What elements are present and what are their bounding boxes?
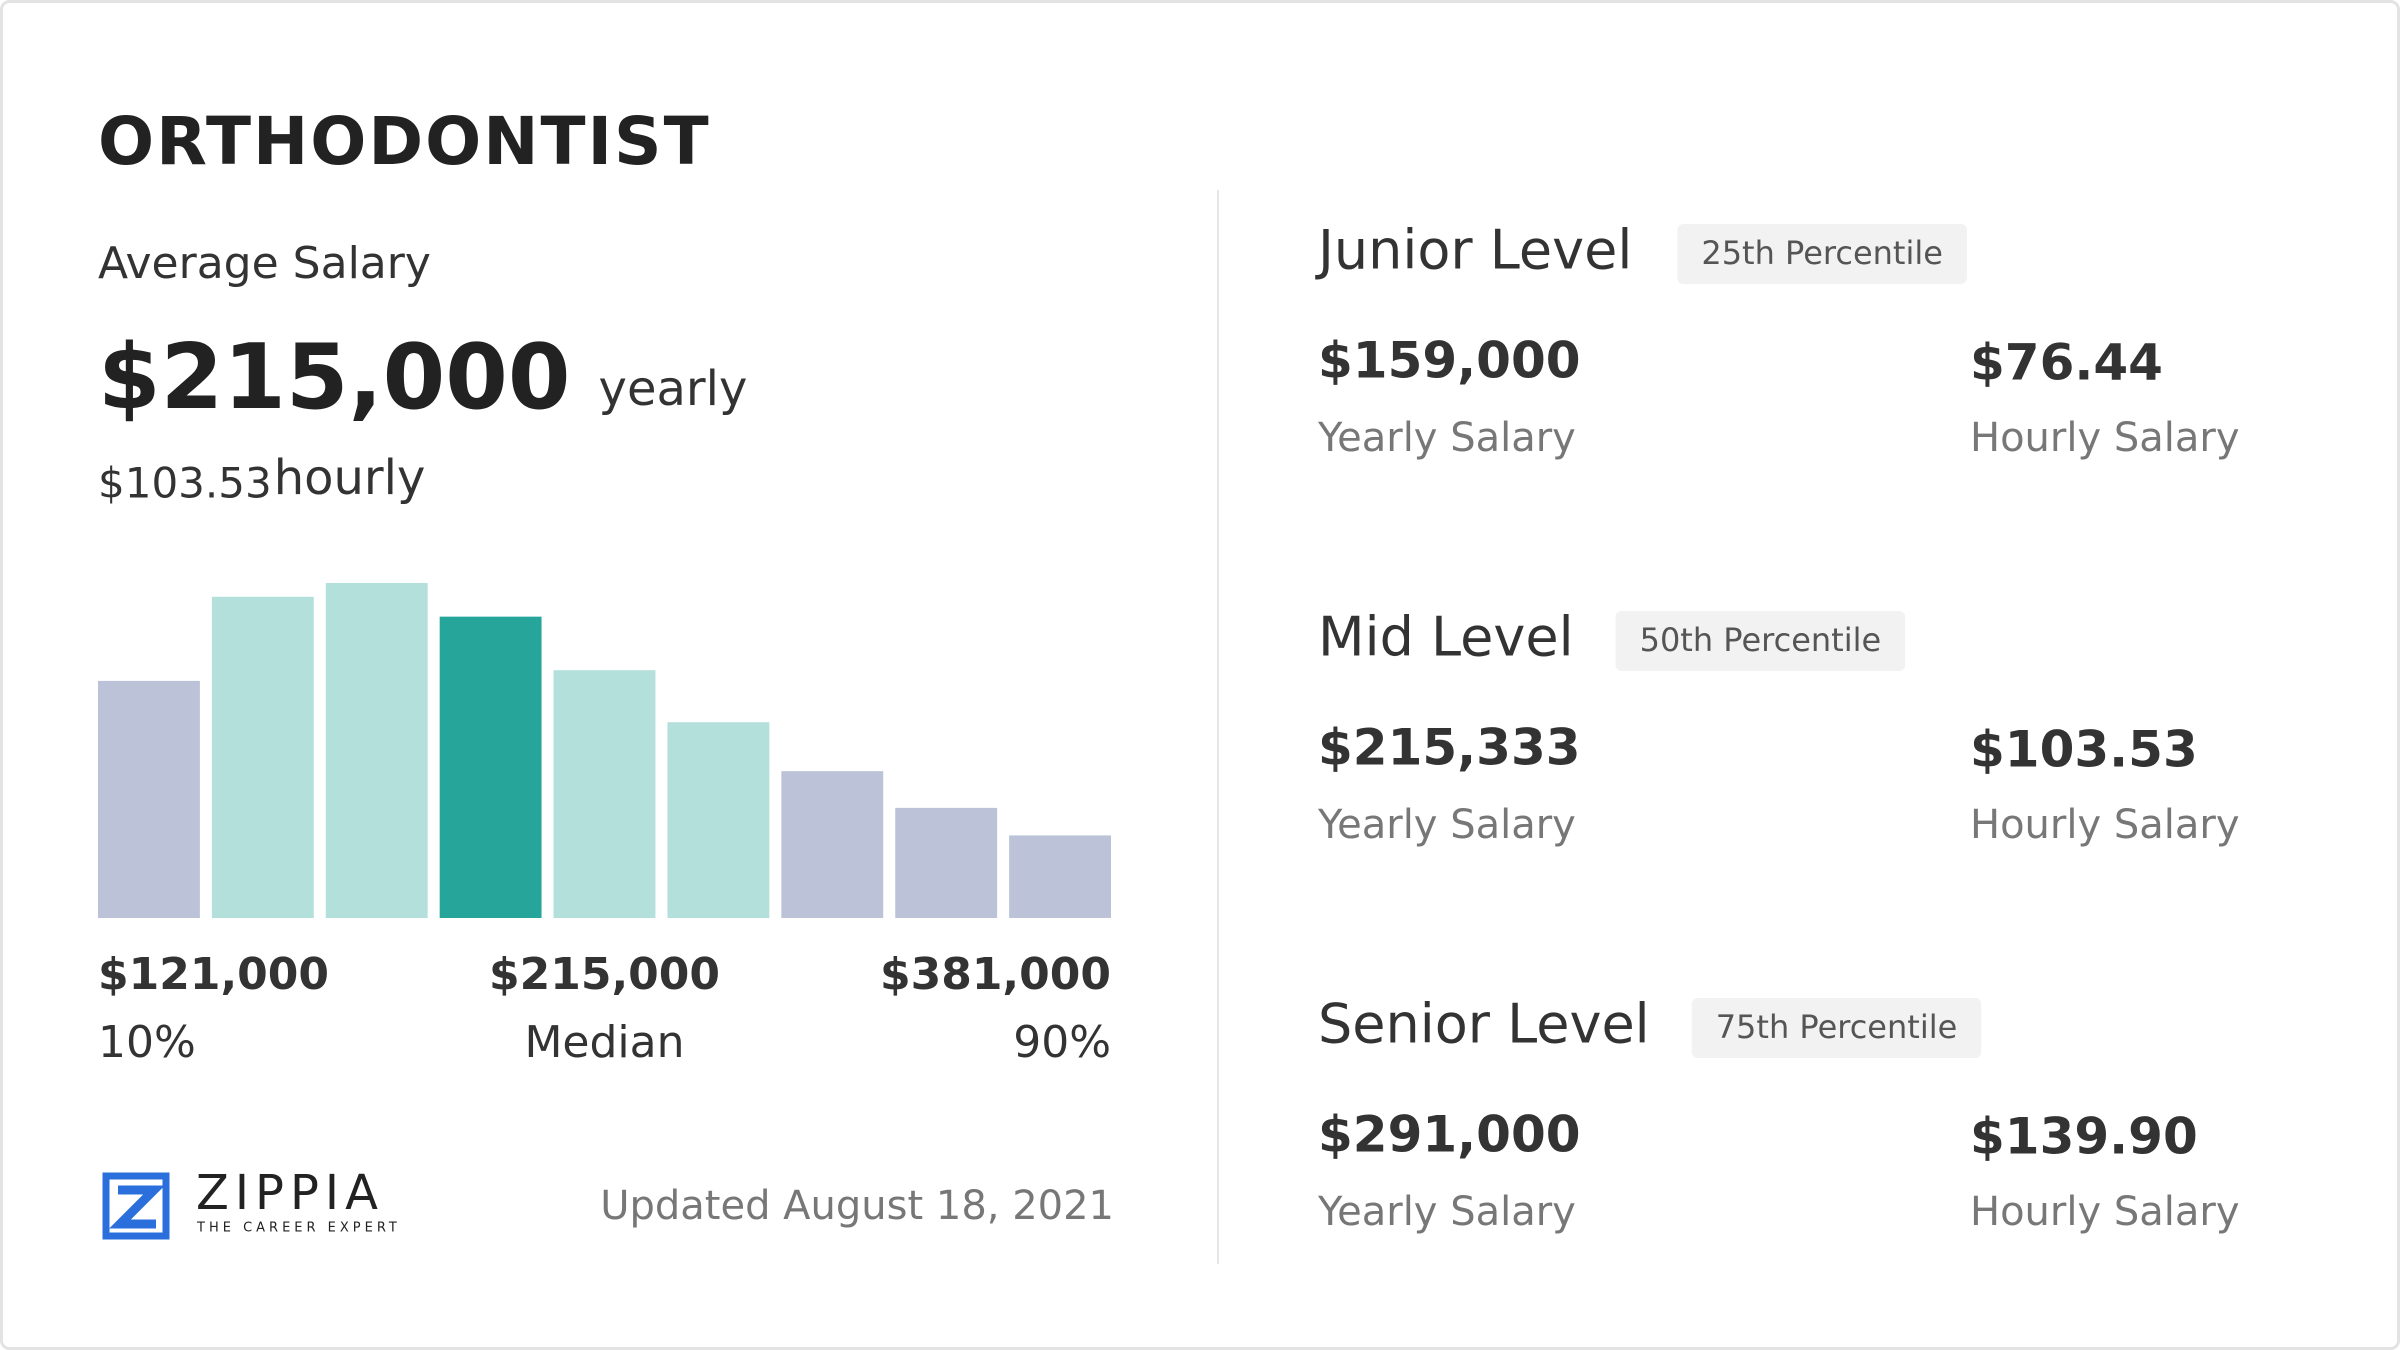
percentile-badge [1615,611,1906,671]
bar [895,807,998,918]
percentile-caption: 90% [1013,1017,1111,1068]
percentile-salary: $121,000 [98,949,329,1000]
percentile-text: 50th Percentile [1640,621,1882,659]
percentile-text: 25th Percentile [1701,234,1943,272]
yearly-salary: $291,000 [1318,1106,1581,1164]
percentile-salary: $381,000 [880,949,1111,1000]
bar [667,722,770,918]
yearly-salary: $159,000 [1318,332,1581,390]
yearly-label: Yearly Salary [1317,415,1576,461]
logo-icon [102,1172,170,1240]
job-title: ORTHODONTIST [98,103,711,180]
level-name: Mid Level [1318,606,1574,669]
logo-text: ZIPPIA [196,1165,384,1221]
average-yearly: $215,000 [98,325,571,430]
logo-z [109,1185,165,1229]
yearly-unit: yearly [599,361,748,417]
hourly-label: Hourly Salary [1970,1189,2240,1235]
hourly-salary: $139.90 [1970,1108,2198,1166]
hourly-unit: hourly [274,450,426,506]
bar [439,616,542,918]
yearly-salary: $215,333 [1318,719,1581,777]
logo-tagline: THE CAREER EXPERT [196,1221,401,1236]
bar [98,680,200,918]
bar [781,771,884,918]
percentile-caption: Median [524,1017,684,1068]
bar [325,583,428,918]
hourly-label: Hourly Salary [1970,415,2240,461]
updated-date: Updated August 18, 2021 [600,1183,1114,1229]
percentile-caption: 10% [98,1017,196,1068]
hourly-salary: $76.44 [1970,334,2163,392]
logo [102,1172,170,1240]
percentile-badge [1677,224,1967,284]
bar [553,670,656,918]
average-hourly: $103.53 [98,459,272,508]
yearly-label: Yearly Salary [1317,802,1576,848]
average-label: Average Salary [98,238,431,289]
yearly-label: Yearly Salary [1317,1189,1576,1235]
percentile-badge [1691,998,1982,1058]
hourly-salary: $103.53 [1970,721,2198,779]
hourly-label: Hourly Salary [1970,802,2240,848]
bar [211,596,314,918]
bar [1009,835,1111,918]
percentile-salary: $215,000 [489,949,720,1000]
level-name: Junior Level [1315,219,1632,282]
percentile-text: 75th Percentile [1716,1008,1958,1046]
level-name: Senior Level [1318,993,1650,1056]
